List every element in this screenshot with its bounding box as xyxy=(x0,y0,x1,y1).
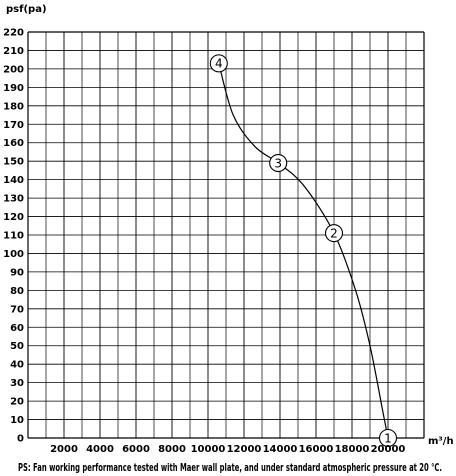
curve-point-label: 4 xyxy=(215,57,223,71)
y-axis-tick-labels: 0 10 20 30 40 50 60 70 80 90 100 110 120 130 140 150 160… xyxy=(3,28,24,445)
y-tick-label: 90 xyxy=(10,267,24,278)
curve-point-circle xyxy=(378,428,398,448)
y-tick-label: 40 xyxy=(10,360,24,371)
x-tick-label: 14000 xyxy=(263,444,298,455)
y-tick-label: 100 xyxy=(3,249,24,260)
y-tick-label: 200 xyxy=(3,64,24,75)
performance-curve xyxy=(218,63,389,439)
x-axis-label: m³/h xyxy=(428,436,454,447)
curve-point-marker: 1 xyxy=(378,428,398,448)
y-tick-label: 180 xyxy=(3,101,24,112)
curve-point-markers: 4 3 2 1 xyxy=(209,54,398,448)
x-tick-label: 10000 xyxy=(191,444,226,455)
chart-grid xyxy=(27,31,425,439)
curve-point-label: 1 xyxy=(384,431,392,445)
curve-point-label: 3 xyxy=(274,156,282,170)
x-tick-label: 2000 xyxy=(50,444,78,455)
curve-point-marker: 4 xyxy=(209,54,228,73)
x-tick-label: 18000 xyxy=(335,444,370,455)
y-tick-label: 10 xyxy=(10,415,24,426)
curve-point-label: 2 xyxy=(330,226,338,240)
y-tick-label: 70 xyxy=(10,304,24,315)
y-tick-label: 60 xyxy=(10,323,24,334)
y-tick-label: 170 xyxy=(3,120,24,131)
curve-point-circle xyxy=(269,153,288,173)
x-tick-label: 12000 xyxy=(227,444,262,455)
footnote: PS: Fan working performance tested with … xyxy=(18,462,442,474)
curve-point-circle xyxy=(324,224,344,243)
y-tick-label: 190 xyxy=(3,83,24,94)
curve-point-marker: 2 xyxy=(324,224,344,243)
y-tick-label: 20 xyxy=(10,397,24,408)
y-tick-label: 30 xyxy=(10,378,24,389)
y-tick-label: 220 xyxy=(3,28,24,39)
y-tick-label: 150 xyxy=(3,157,24,168)
y-tick-label: 110 xyxy=(3,231,24,242)
curve-point-circle xyxy=(209,54,228,73)
x-tick-label: 16000 xyxy=(299,444,334,455)
y-tick-label: 210 xyxy=(3,46,24,57)
curve-point-marker: 3 xyxy=(269,153,288,173)
y-tick-label: 80 xyxy=(10,286,24,297)
y-tick-label: 120 xyxy=(3,212,24,223)
y-tick-label: 160 xyxy=(3,138,24,149)
y-tick-label: 0 xyxy=(17,434,24,445)
x-tick-label: 8000 xyxy=(158,444,186,455)
x-tick-label: 20000 xyxy=(371,444,406,455)
y-tick-label: 50 xyxy=(10,341,24,352)
y-tick-label: 130 xyxy=(3,194,24,205)
x-axis-tick-labels: 2000 4000 6000 8000 10000 12000 14000 16000 1800… xyxy=(50,444,405,455)
x-tick-label: 4000 xyxy=(86,444,114,455)
performance-curve-line xyxy=(218,63,389,439)
x-tick-label: 6000 xyxy=(122,444,150,455)
y-axis-label: psf(pa) xyxy=(6,4,47,15)
y-tick-label: 140 xyxy=(3,175,24,186)
